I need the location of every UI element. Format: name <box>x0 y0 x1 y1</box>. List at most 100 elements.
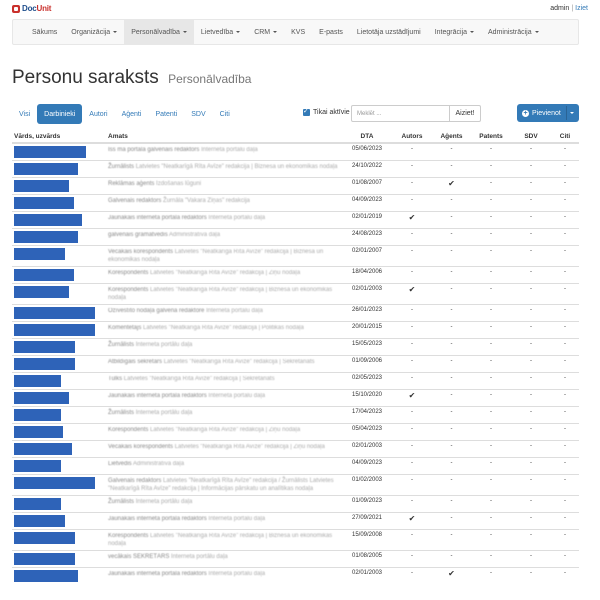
nav-item-lietvedība[interactable]: Lietvedība <box>194 20 247 44</box>
nav-item-crm[interactable]: CRM <box>247 20 284 44</box>
person-name-cell[interactable] <box>12 338 106 356</box>
table-row[interactable]: Reklāmas aģents Izdošanas lūguni 01/08/20… <box>12 177 579 195</box>
person-name-cell[interactable] <box>12 266 106 284</box>
nav-item-e-pasts[interactable]: E-pasts <box>312 20 350 44</box>
table-row[interactable]: Korespondents Latvietes "Neatkarīgā Rīta… <box>12 423 579 441</box>
redacted-name <box>14 146 87 158</box>
citi-cell: - <box>551 529 579 551</box>
person-name-cell[interactable] <box>12 512 106 530</box>
nav-item-sākums[interactable]: Sākums <box>25 20 64 44</box>
position-title: Vecākais korespondents <box>108 249 174 255</box>
person-name-cell[interactable] <box>12 355 106 373</box>
redacted-name <box>14 286 70 298</box>
person-name-cell[interactable] <box>12 423 106 441</box>
person-name-cell[interactable] <box>12 245 106 267</box>
table-body: Iss ma portāla galvenais redaktors Inter… <box>12 142 579 584</box>
table-row[interactable]: Jaunākais interneta portāla redaktors In… <box>12 389 579 407</box>
table-row[interactable]: Galvenais redaktors Žurnāla "Vakara Ziņa… <box>12 194 579 212</box>
patents-cell: - <box>471 567 511 584</box>
add-dropdown-caret-icon[interactable] <box>570 112 574 114</box>
nav-item-organizācija[interactable]: Organizācija <box>64 20 124 44</box>
nav-item-lietotāja-uzstādījumi[interactable]: Lietotāja uzstādījumi <box>350 20 428 44</box>
person-name-cell[interactable] <box>12 372 106 390</box>
tab-aģenti[interactable]: Aģenti <box>121 110 142 118</box>
person-name-cell[interactable] <box>12 495 106 513</box>
person-name-cell[interactable] <box>12 550 106 568</box>
table-row[interactable]: Žurnālists Interneta portālu daļa 01/09/2… <box>12 495 579 513</box>
table-row[interactable]: vecākais SEKRETĀRS Interneta portālu daļ… <box>12 550 579 568</box>
add-button[interactable]: + Pievienot <box>517 104 579 122</box>
app-logo[interactable]: DocUnit <box>12 4 51 13</box>
person-name-cell[interactable] <box>12 142 106 161</box>
tab-sdv[interactable]: SDV <box>191 110 206 118</box>
dash-placeholder: - <box>450 197 453 203</box>
person-name-cell[interactable] <box>12 406 106 424</box>
tab-darbinieki[interactable]: Darbinieki <box>37 104 83 124</box>
person-name-cell[interactable] <box>12 474 106 496</box>
nav-item-personālvadība[interactable]: Personālvadība <box>124 20 194 44</box>
column-header[interactable]: SDV <box>511 131 551 144</box>
table-row[interactable]: Vecākais korespondents Latvietes "Neatka… <box>12 440 579 458</box>
person-name-cell[interactable] <box>12 160 106 178</box>
search-input[interactable]: Meklēt ... <box>351 105 450 122</box>
person-name-cell[interactable] <box>12 304 106 322</box>
table-row[interactable]: Korespondents Latvietes "Neatkarīgā Rīta… <box>12 283 579 305</box>
table-row[interactable]: Atbildīgais sekretārs Latvietes "Neatkar… <box>12 355 579 373</box>
tab-visi[interactable]: Visi <box>19 110 31 118</box>
agents-cell: - <box>432 228 471 246</box>
table-row[interactable]: Lietvedis Administratīvā daļa 04/09/2023-… <box>12 457 579 475</box>
table-row[interactable]: galvenais grāmatvedis Administratīvā daļ… <box>12 228 579 246</box>
nav-item-administrācija[interactable]: Administrācija <box>481 20 546 44</box>
dash-placeholder: - <box>564 163 566 169</box>
person-name-cell[interactable] <box>12 440 106 458</box>
redacted-name <box>14 269 74 281</box>
table-row[interactable]: Jaunākais interneta portāla redaktors In… <box>12 512 579 530</box>
person-name-cell[interactable] <box>12 529 106 551</box>
column-header[interactable]: Amats <box>106 131 342 144</box>
table-row[interactable]: Žurnālists Interneta portālu daļa 15/05/2… <box>12 338 579 356</box>
column-header[interactable]: Aģents <box>432 131 471 144</box>
person-name-cell[interactable] <box>12 457 106 475</box>
active-only-checkbox[interactable] <box>303 107 310 116</box>
agents-cell: - <box>432 245 471 267</box>
search-button[interactable]: Aiziet! <box>450 105 481 122</box>
person-name-cell[interactable] <box>12 177 106 195</box>
tab-autori[interactable]: Autori <box>89 110 108 118</box>
tab-citi[interactable]: Citi <box>219 110 230 118</box>
table-row[interactable]: Žurnālists Interneta portālu daļa 17/04/2… <box>12 406 579 424</box>
person-name-cell[interactable] <box>12 211 106 229</box>
dash-placeholder: - <box>564 197 566 203</box>
person-name-cell[interactable] <box>12 567 106 584</box>
active-only-filter[interactable]: Tikai aktīvie <box>303 107 350 116</box>
autors-cell: - <box>392 495 432 513</box>
table-row[interactable]: Vecākais korespondents Latvietes "Neatka… <box>12 245 579 267</box>
column-header[interactable]: Vārds, uzvārds <box>12 131 106 144</box>
dash-placeholder: - <box>530 460 532 466</box>
table-row[interactable]: Galvenais redaktors Latvietes "Neatkarīg… <box>12 474 579 496</box>
table-row[interactable]: Jaunākais interneta portāla redaktors In… <box>12 567 579 584</box>
column-header[interactable]: Autors <box>392 131 432 144</box>
column-header[interactable]: DTA <box>342 131 392 144</box>
person-name-cell[interactable] <box>12 228 106 246</box>
agents-cell: - <box>432 283 471 305</box>
table-row[interactable]: Žurnālists Latvietes "Neatkarīgā Rīta Av… <box>12 160 579 178</box>
autors-cell: - <box>392 550 432 568</box>
column-header[interactable]: Patents <box>471 131 511 144</box>
table-row[interactable]: Jaunākais interneta portāla redaktors In… <box>12 211 579 229</box>
table-header-row: Vārds, uzvārds Amats DTA Autors Aģents Patent… <box>12 131 579 144</box>
logout-link[interactable]: Iziet <box>575 5 588 12</box>
column-header[interactable]: Citi <box>551 131 579 144</box>
table-row[interactable]: Tulks Latvietes "Neatkarīgā Rīta Avīze" … <box>12 372 579 390</box>
table-row[interactable]: Ozīvestīto nodaļa galvenā redaktore Inte… <box>12 304 579 322</box>
person-name-cell[interactable] <box>12 283 106 305</box>
person-name-cell[interactable] <box>12 194 106 212</box>
person-name-cell[interactable] <box>12 389 106 407</box>
nav-item-integrācija[interactable]: Integrācija <box>428 20 481 44</box>
table-row[interactable]: Komentētājs Latvietes "Neatkarīgā Rīta A… <box>12 321 579 339</box>
table-row[interactable]: Iss ma portāla galvenais redaktors Inter… <box>12 142 579 161</box>
person-name-cell[interactable] <box>12 321 106 339</box>
table-row[interactable]: Korespondents Latvietes "Neatkarīgā Rīta… <box>12 266 579 284</box>
nav-item-kvs[interactable]: KVS <box>284 20 312 44</box>
tab-patenti[interactable]: Patenti <box>155 110 178 118</box>
table-row[interactable]: Korespondents Latvietes "Neatkarīgā Rīta… <box>12 529 579 551</box>
